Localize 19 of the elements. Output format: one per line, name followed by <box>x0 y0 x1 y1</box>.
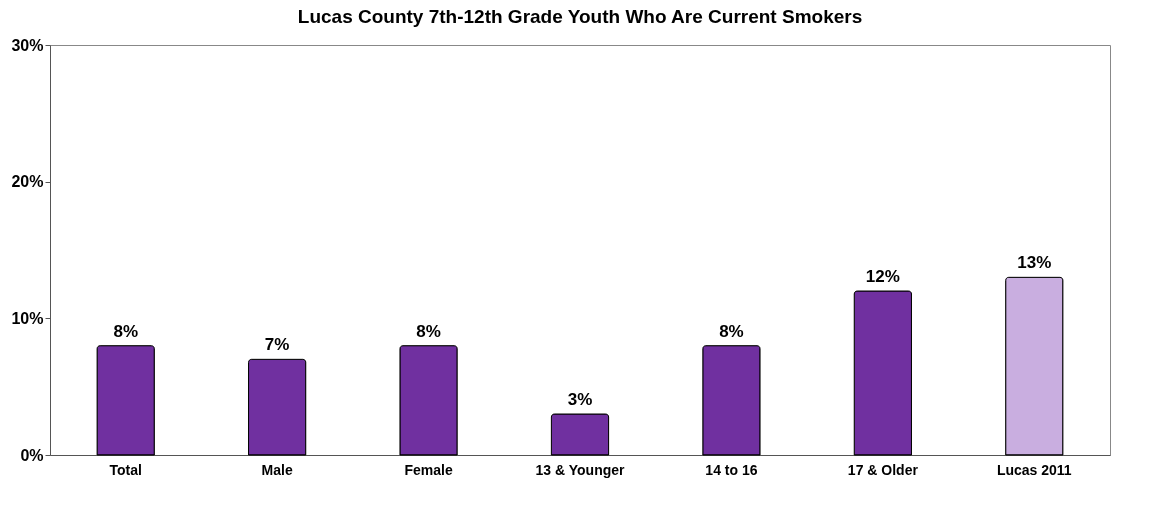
data-label: 7% <box>264 335 290 355</box>
y-tick-label: 10% <box>11 309 44 327</box>
y-tick-label: 20% <box>11 173 44 191</box>
data-label: 13% <box>1017 253 1052 273</box>
chart-title: Lucas County 7th-12th Grade Youth Who Are Current Smokers <box>297 6 863 27</box>
y-tick-label: 30% <box>11 36 44 54</box>
data-label: 8% <box>113 321 138 341</box>
x-tick-label: Lucas 2011 <box>996 461 1072 478</box>
x-tick-label: 13 & Younger <box>535 461 626 478</box>
data-label: 12% <box>865 267 900 286</box>
x-tick-label: Male <box>261 461 293 478</box>
x-tick-label: Female <box>404 461 453 478</box>
data-label: 8% <box>719 321 744 341</box>
x-tick-label: 14 to 16 <box>705 461 758 478</box>
y-tick-label: 0% <box>20 446 44 464</box>
x-tick-label: 17 & Older <box>847 461 919 478</box>
x-tick-label: Total <box>109 461 142 478</box>
data-label: 3% <box>567 390 593 409</box>
data-label: 8% <box>416 321 441 341</box>
